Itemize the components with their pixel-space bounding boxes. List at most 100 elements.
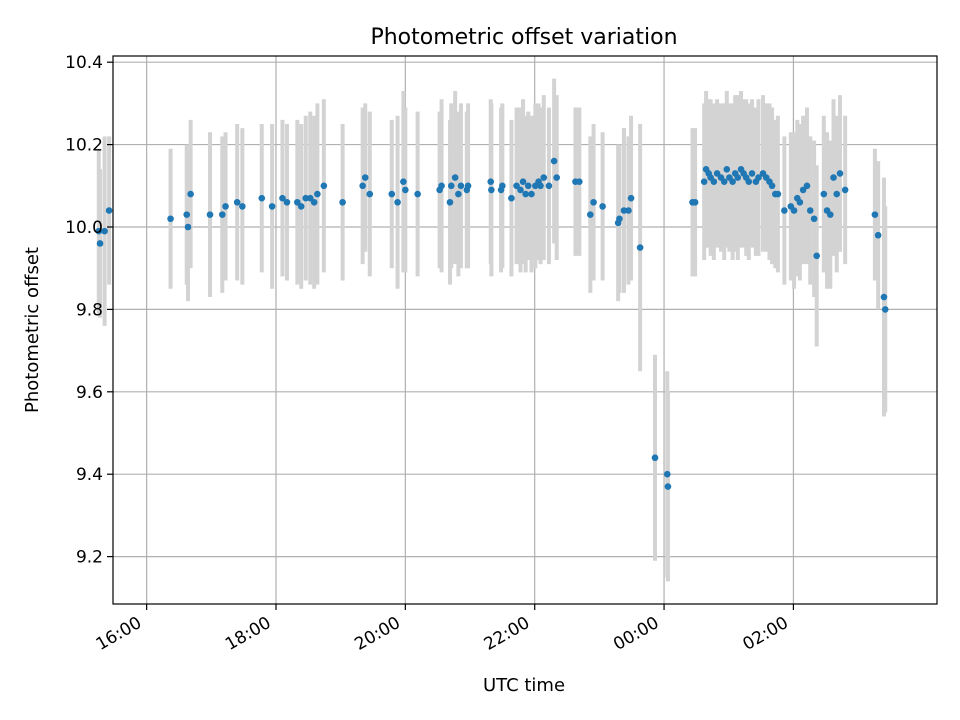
data-point — [438, 182, 445, 190]
data-point — [826, 211, 834, 218]
data-point — [302, 194, 310, 202]
data-point — [713, 170, 721, 177]
data-point — [663, 470, 671, 478]
data-point — [361, 174, 369, 181]
data-point — [576, 178, 583, 185]
data-point — [841, 186, 849, 194]
data-point — [508, 194, 515, 202]
data-point — [187, 190, 194, 198]
data-point — [524, 182, 532, 190]
data-point — [836, 170, 844, 177]
y-tick-label: 9.8 — [76, 300, 103, 320]
data-point — [464, 182, 472, 190]
data-point — [729, 178, 736, 185]
data-point — [310, 198, 318, 206]
y-tick-label: 10.4 — [65, 53, 103, 73]
data-point — [279, 194, 286, 202]
data-point — [222, 203, 229, 210]
data-point — [768, 182, 776, 190]
data-point — [820, 190, 828, 198]
data-point — [488, 186, 495, 194]
data-point — [599, 203, 606, 210]
data-point — [294, 198, 301, 206]
data-point — [366, 190, 374, 198]
y-tick-label: 9.6 — [76, 383, 103, 403]
data-point — [550, 157, 558, 165]
data-points — [95, 157, 889, 490]
y-tick-label: 9.2 — [76, 548, 103, 568]
data-point — [691, 198, 699, 206]
data-point — [590, 198, 597, 206]
data-point — [587, 211, 594, 218]
data-point — [239, 203, 246, 210]
data-point — [545, 182, 553, 190]
data-point — [537, 182, 544, 190]
chart-title: Photometric offset variation — [370, 25, 677, 50]
data-point — [184, 223, 192, 231]
data-point — [388, 190, 396, 198]
data-point — [880, 293, 888, 301]
data-point — [553, 174, 560, 181]
data-point — [394, 198, 401, 206]
data-point — [664, 483, 672, 490]
data-point — [402, 186, 409, 194]
data-point — [359, 182, 366, 190]
data-point — [522, 190, 529, 198]
data-point — [519, 178, 527, 185]
data-point — [101, 227, 108, 235]
data-point — [314, 190, 321, 198]
y-tick-label: 9.4 — [76, 465, 103, 485]
y-axis-label: Photometric offset — [22, 247, 43, 413]
data-point — [813, 252, 820, 260]
data-point — [620, 207, 628, 214]
data-point — [806, 207, 814, 214]
data-point — [540, 174, 548, 181]
data-point — [833, 190, 841, 198]
data-point — [799, 186, 807, 194]
data-point — [414, 190, 421, 198]
plot-frame — [112, 55, 938, 605]
data-point — [457, 182, 465, 190]
data-point — [810, 215, 818, 223]
data-point — [233, 198, 241, 206]
data-point — [258, 194, 266, 202]
data-point — [268, 203, 276, 210]
y-tick-label: 10.0 — [65, 218, 103, 238]
data-point — [517, 186, 524, 194]
data-point — [297, 203, 305, 210]
data-point — [627, 194, 635, 202]
data-point — [447, 182, 455, 190]
data-point — [339, 198, 346, 206]
data-point — [871, 211, 879, 218]
data-point — [774, 190, 782, 198]
data-point — [306, 194, 314, 202]
data-point — [487, 178, 495, 185]
x-axis-label: UTC time — [483, 675, 565, 696]
y-tick-label: 10.2 — [65, 136, 103, 156]
data-point — [748, 170, 756, 177]
data-point — [283, 198, 291, 206]
y-axis-ticks: 9.2 9.4 9.6 9.8 10.0 10.2 10.4 — [65, 53, 113, 568]
data-point — [755, 174, 762, 181]
data-point — [881, 306, 889, 313]
data-point — [451, 174, 459, 181]
data-point — [513, 182, 520, 190]
data-point — [790, 207, 798, 214]
data-point — [96, 240, 104, 247]
data-point — [625, 207, 632, 214]
data-point — [499, 182, 506, 190]
data-point — [616, 215, 623, 223]
data-point — [651, 454, 659, 462]
data-point — [528, 190, 535, 198]
data-point — [781, 207, 788, 214]
data-point — [874, 231, 882, 239]
data-point — [720, 178, 728, 185]
data-point — [700, 178, 708, 185]
data-point — [206, 211, 214, 218]
data-point — [167, 215, 174, 223]
data-point — [183, 211, 191, 218]
data-point — [219, 211, 226, 218]
data-point — [455, 190, 462, 198]
data-point — [95, 227, 103, 235]
